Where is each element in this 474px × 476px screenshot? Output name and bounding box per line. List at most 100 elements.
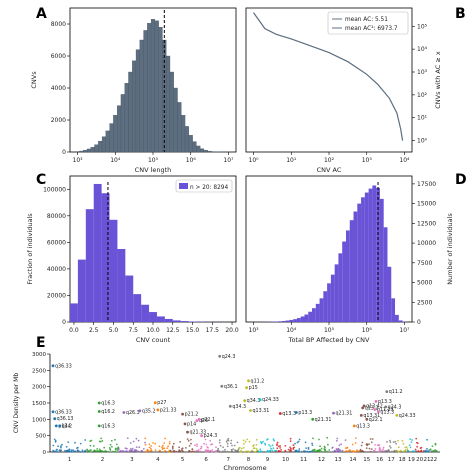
density-point bbox=[407, 450, 410, 452]
density-point bbox=[269, 449, 272, 452]
density-point bbox=[366, 443, 369, 446]
density-point bbox=[354, 437, 357, 439]
density-point bbox=[318, 449, 320, 452]
x-tick-label: 5.0 bbox=[109, 327, 119, 334]
density-point bbox=[117, 447, 120, 450]
density-point bbox=[54, 450, 57, 453]
density-point bbox=[340, 443, 342, 446]
density-point bbox=[222, 446, 225, 449]
density-point bbox=[426, 447, 428, 450]
x-tick-label: 10⁵ bbox=[148, 157, 159, 164]
histogram-bar bbox=[312, 308, 316, 322]
outlier-label: q24.33 bbox=[262, 397, 279, 403]
density-point bbox=[247, 450, 249, 453]
density-point bbox=[154, 449, 157, 452]
density-point bbox=[338, 444, 341, 447]
density-point bbox=[200, 445, 203, 448]
outlier-point bbox=[186, 430, 189, 434]
density-point bbox=[266, 449, 269, 452]
y-tick-label: 5000 bbox=[417, 280, 432, 287]
density-point bbox=[172, 442, 175, 445]
density-point bbox=[172, 450, 175, 453]
outlier-label: q13.31 bbox=[252, 408, 269, 414]
outlier-label: p24.3 bbox=[204, 433, 218, 439]
density-point bbox=[434, 443, 437, 446]
density-point bbox=[169, 449, 172, 452]
density-point bbox=[362, 450, 365, 453]
chromosome-label: 10 bbox=[282, 457, 289, 463]
outlier-label: q13.3 bbox=[380, 409, 394, 415]
density-point bbox=[336, 437, 339, 440]
y-tick-label: 10³ bbox=[417, 69, 428, 76]
density-point bbox=[112, 450, 115, 453]
histogram-bar bbox=[98, 140, 103, 153]
density-point bbox=[195, 449, 198, 452]
histogram-bar bbox=[172, 320, 181, 322]
x-tick-label: 0.0 bbox=[69, 327, 79, 334]
density-point bbox=[194, 444, 197, 447]
y-tick-label: 15000 bbox=[417, 201, 436, 208]
density-point bbox=[238, 447, 241, 450]
chromosome-label: 8 bbox=[247, 457, 251, 463]
density-point bbox=[320, 447, 323, 450]
density-point bbox=[294, 442, 296, 445]
density-point bbox=[240, 447, 243, 450]
density-point bbox=[144, 443, 147, 446]
histogram-bar bbox=[334, 264, 339, 322]
density-point bbox=[114, 438, 116, 441]
density-point bbox=[152, 442, 155, 444]
x-tick-label: 10⁴ bbox=[110, 157, 121, 164]
outlier-label: q34.3 bbox=[388, 404, 402, 410]
panel-label-d: D bbox=[455, 172, 467, 188]
density-point bbox=[389, 439, 391, 442]
chromosome-label: 20 bbox=[416, 457, 423, 463]
panel-label-b: B bbox=[455, 6, 466, 22]
panel-label-e: E bbox=[36, 335, 46, 351]
density-point bbox=[361, 450, 363, 452]
outlier-label: p13.3 bbox=[298, 410, 312, 416]
histogram-bar bbox=[147, 23, 152, 153]
density-point bbox=[135, 437, 138, 440]
outlier-label: p27 bbox=[157, 400, 166, 406]
histogram-bar bbox=[184, 126, 189, 153]
density-point bbox=[79, 442, 82, 445]
outlier-label: p13.2 bbox=[58, 423, 72, 429]
density-point bbox=[242, 439, 245, 442]
legend-entry: mean AC: 5.51 bbox=[345, 17, 388, 23]
outlier-label: q36.1 bbox=[224, 384, 238, 390]
density-point bbox=[116, 449, 119, 451]
chromosome-label: 11 bbox=[300, 457, 307, 463]
density-point bbox=[414, 448, 417, 451]
density-point bbox=[92, 450, 95, 452]
histogram-bar bbox=[101, 193, 110, 322]
outlier-point bbox=[373, 408, 377, 411]
histogram-bar bbox=[124, 83, 129, 153]
density-point bbox=[368, 443, 370, 446]
density-point bbox=[356, 449, 358, 452]
density-point bbox=[59, 446, 62, 449]
density-point bbox=[326, 450, 328, 453]
density-point bbox=[109, 448, 112, 451]
density-point bbox=[150, 445, 153, 447]
y-tick-label: 2500 bbox=[417, 299, 432, 306]
outlier-label: q34.3 bbox=[247, 398, 261, 404]
density-point bbox=[259, 448, 262, 451]
density-point bbox=[64, 449, 66, 452]
histogram-bar bbox=[117, 105, 122, 153]
density-point bbox=[219, 444, 222, 447]
histogram-bar bbox=[296, 318, 301, 322]
x-tick-label: 2.5 bbox=[89, 327, 99, 334]
density-point bbox=[284, 450, 287, 453]
y-axis-label: CNVs with AC ≥ x bbox=[434, 51, 442, 109]
outlier-label: q13.3 bbox=[282, 411, 296, 417]
density-point bbox=[211, 450, 213, 453]
density-point bbox=[260, 450, 263, 453]
density-point bbox=[351, 443, 354, 446]
density-point bbox=[190, 450, 193, 453]
histogram-bar bbox=[398, 320, 403, 322]
histogram-bar bbox=[109, 123, 114, 153]
outlier-point bbox=[247, 379, 250, 383]
density-point bbox=[312, 437, 314, 440]
chromosome-label: 16 bbox=[376, 457, 383, 463]
density-point bbox=[193, 450, 196, 453]
